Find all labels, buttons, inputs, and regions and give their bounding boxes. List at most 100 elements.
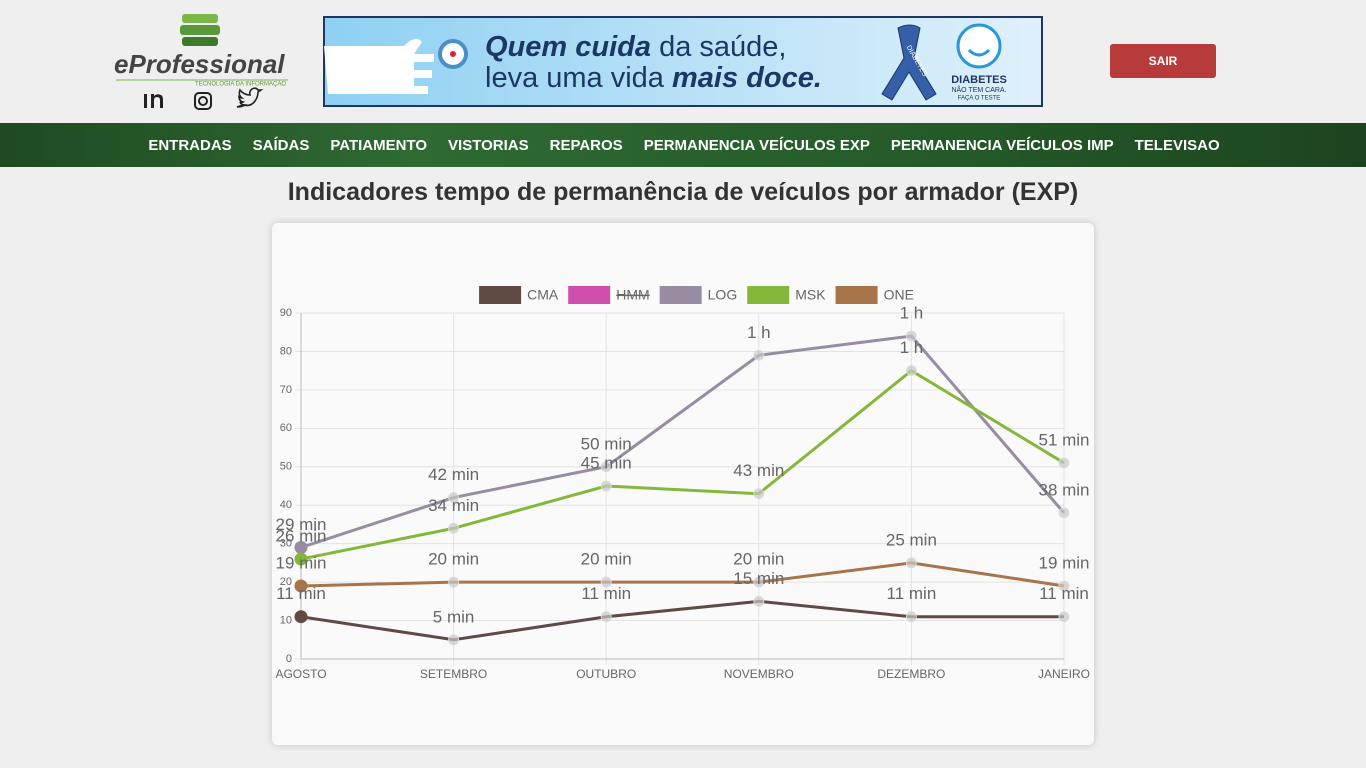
linkedin-icon[interactable]: [144, 94, 163, 108]
banner[interactable]: Quem cuida da saúde, leva uma vida mais …: [323, 16, 1043, 107]
data-label: 1 h: [900, 338, 924, 357]
point: [294, 552, 308, 566]
hand-icon: [324, 38, 434, 94]
legend-label: HMM: [616, 287, 649, 303]
y-tick-label: 70: [280, 384, 292, 396]
logo-icon: [182, 14, 218, 23]
series-line: [300, 368, 1065, 561]
nav-item[interactable]: VISTORIAS: [448, 136, 529, 154]
data-label: 38 min: [1038, 480, 1089, 499]
point: [905, 330, 917, 342]
point: [294, 579, 308, 593]
nav-item[interactable]: TELEVISAO: [1134, 136, 1220, 154]
point: [448, 492, 460, 504]
smiley: [956, 23, 1002, 69]
data-label: 20 min: [428, 550, 479, 569]
point: [905, 365, 917, 377]
series-line: [300, 561, 1065, 588]
data-label: 11 min: [581, 584, 631, 603]
data-label: 50 min: [581, 434, 632, 453]
instagram-icon[interactable]: [194, 92, 212, 110]
data-label: 19 min: [275, 553, 326, 572]
nav-item[interactable]: PERMANENCIA VEÍCULOS IMP: [890, 136, 1114, 154]
data-label: 26 min: [275, 527, 326, 546]
point: [905, 557, 917, 569]
point: [448, 634, 460, 646]
ribbon: [881, 24, 937, 101]
legend-swatch: [659, 286, 702, 304]
data-label: 20 min: [581, 550, 632, 569]
data-label: 25 min: [886, 530, 937, 549]
nav-item[interactable]: REPAROS: [549, 136, 623, 154]
series-line: [300, 599, 1064, 642]
logo: eProfessional TECNOLOGIA DA INFORMAÇÃO: [114, 14, 288, 110]
point: [294, 610, 308, 624]
y-tick-label: 40: [280, 499, 292, 511]
y-tick-label: 50: [280, 461, 292, 473]
legend-label: ONE: [884, 287, 914, 303]
point: [1058, 507, 1070, 519]
nav-item[interactable]: ENTRADAS: [148, 136, 232, 154]
data-label: 45 min: [581, 453, 632, 472]
y-tick-label: 10: [280, 614, 292, 626]
point: [753, 349, 765, 361]
data-label: 42 min: [428, 465, 479, 484]
twitter-icon[interactable]: [236, 87, 264, 108]
point: [600, 611, 612, 623]
brand: DIABETES: [951, 74, 1007, 86]
brand-sub: FAÇA O TESTE: [958, 96, 1001, 102]
nav-item[interactable]: SAÍDAS: [252, 136, 310, 154]
point: [1058, 457, 1070, 469]
data-label: 1 h: [747, 323, 771, 342]
y-tick-label: 0: [286, 653, 292, 665]
data-label: 20 min: [733, 550, 784, 569]
data-label: 51 min: [1038, 430, 1089, 449]
y-tick-label: 20: [280, 576, 292, 588]
banner-line-2: leva uma vida mais doce.: [485, 62, 822, 94]
data-label: 5 min: [433, 607, 475, 626]
point: [448, 522, 460, 534]
data-label: 29 min: [275, 515, 326, 534]
series-line: [300, 334, 1066, 549]
logo-icon: [180, 25, 220, 35]
x-tick-label: SETEMBRO: [420, 667, 487, 681]
y-tick-label: 80: [280, 345, 292, 357]
nav-bar: ENTRADAS SAÍDAS PATIAMENTO VISTORIAS REPAROS…: [0, 123, 1366, 167]
legend-label: LOG: [708, 287, 738, 303]
logout-button[interactable]: SAIR: [1110, 44, 1216, 78]
legend-swatch: [747, 286, 790, 304]
x-tick-label: NOVEMBRO: [724, 667, 794, 681]
legend-swatch: [835, 286, 878, 304]
point: [753, 595, 765, 607]
legend-swatch: [479, 286, 522, 304]
logo-text: eProfessional: [114, 49, 285, 79]
point: [1058, 580, 1070, 592]
chart-card: 0 10 20 30 40 50 60 70 80 90 AGOSTO SETEMBRO OUTUBRO…: [272, 223, 1094, 745]
data-label: 15 min: [733, 569, 784, 588]
banner-line-1: Quem cuida da saúde,: [485, 31, 786, 63]
point: [1058, 611, 1070, 623]
data-label: 11 min: [276, 584, 326, 603]
point: [905, 611, 917, 623]
y-tick-label: 30: [280, 538, 292, 550]
chart: 0 10 20 30 40 50 60 70 80 90 AGOSTO SETEMBRO OUTUBRO…: [275, 286, 1090, 681]
data-label: 1 h: [900, 304, 924, 323]
y-tick-label: 90: [280, 307, 292, 319]
x-tick-label: AGOSTO: [275, 667, 326, 681]
data-label: 19 min: [1038, 553, 1089, 572]
nav-item[interactable]: PERMANENCIA VEÍCULOS EXP: [643, 136, 870, 154]
nav-item[interactable]: PATIAMENTO: [330, 136, 428, 154]
data-label: 43 min: [733, 461, 784, 480]
point: [753, 576, 765, 588]
legend-swatch: [568, 286, 611, 304]
point: [600, 461, 612, 473]
legend: CMA HMM LOG MSK ONE: [479, 286, 914, 304]
brand-sub: NÃO TEM CARA.: [951, 85, 1006, 94]
chart-title: Indicadores tempo de permanência de veíc…: [287, 178, 1079, 206]
x-tick-label: OUTUBRO: [576, 667, 636, 681]
point: [448, 576, 460, 588]
data-label: 11 min: [887, 584, 937, 603]
logo-icon: [182, 37, 218, 46]
data-label: 34 min: [428, 496, 479, 515]
